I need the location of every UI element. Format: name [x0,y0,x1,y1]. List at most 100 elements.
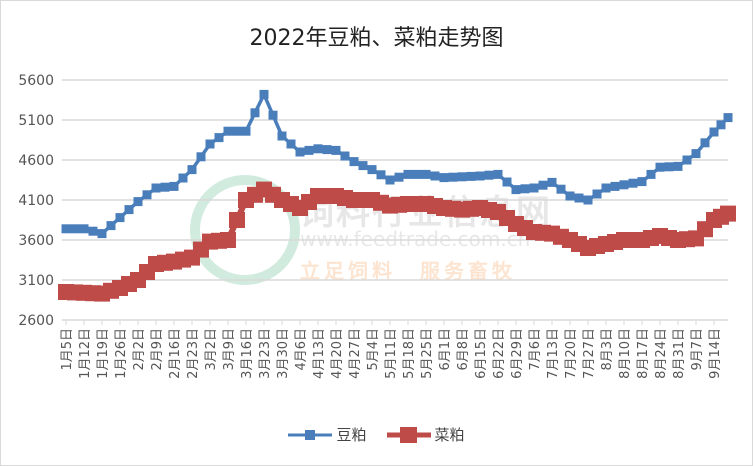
data-point-soymeal [565,191,575,201]
chart-title: 2022年豆粕、菜粕走势图 [249,26,504,51]
data-point-soymeal [628,178,638,188]
x-tick-label: 3月30日 [276,328,291,379]
data-point-soymeal [187,165,197,175]
x-tick-label: 7月20日 [564,328,579,379]
x-tick-label: 2月23日 [186,328,201,379]
legend-marker-soymeal [288,429,333,440]
data-point-soymeal [430,171,440,181]
data-point-soymeal [700,138,710,148]
data-point-soymeal [574,193,584,203]
data-point-soymeal [716,120,726,130]
x-tick-label: 4月20日 [330,328,345,379]
y-tick-label: 5600 [18,73,54,89]
data-point-soymeal [556,184,566,194]
x-tick-label: 7月13日 [546,328,561,379]
data-point-soymeal [115,213,125,223]
data-point-soymeal [502,177,512,187]
data-point-soymeal [322,145,332,155]
data-point-soymeal [664,162,674,172]
data-point-rapeseed-meal [720,205,736,222]
data-point-soymeal [124,205,134,215]
legend-label-soymeal: 豆粕 [336,426,367,444]
data-point-soymeal [439,173,449,183]
x-tick-label: 8月17日 [636,328,651,379]
y-tick-label: 4100 [18,193,54,209]
data-point-soymeal [493,169,503,179]
x-tick-label: 3月9日 [222,328,237,371]
x-tick-label: 5月18日 [402,328,417,379]
x-tick-label: 8月31日 [672,328,687,379]
data-point-soymeal [610,181,620,191]
data-point-soymeal [241,126,251,136]
x-tick-label: 7月27日 [582,328,597,379]
data-point-soymeal [277,131,287,141]
data-point-soymeal [723,113,733,123]
data-point-soymeal [340,151,350,161]
y-tick-label: 5100 [18,113,54,129]
data-point-soymeal [511,185,521,195]
x-tick-label: 2月16日 [168,328,183,379]
data-point-soymeal [421,169,431,179]
data-point-soymeal [178,173,188,183]
data-point-soymeal [232,126,242,136]
data-point-soymeal [547,177,557,187]
data-point-soymeal [205,139,215,149]
data-point-soymeal [592,189,602,199]
data-point-soymeal [133,197,143,207]
data-point-soymeal [655,162,665,172]
data-point-soymeal [259,89,269,99]
data-point-soymeal [448,172,458,182]
data-point-soymeal [520,184,530,194]
data-point-soymeal [196,152,206,162]
x-tick-label: 8月3日 [600,328,615,371]
y-tick-label: 3100 [18,273,54,289]
data-point-soymeal [538,180,548,190]
x-tick-label: 2月2日 [132,328,147,371]
data-point-soymeal [331,145,341,155]
legend-label-rapeseed-meal: 菜粕 [434,426,465,444]
data-point-soymeal [61,224,71,234]
legend-item-soymeal[interactable]: 豆粕 [288,424,367,445]
data-point-soymeal [313,144,323,154]
x-tick-label: 6月29日 [510,328,525,379]
x-tick-label: 4月6日 [294,328,309,371]
data-point-soymeal [223,126,233,136]
x-tick-label: 9月14日 [708,328,723,379]
x-tick-label: 3月2日 [204,328,219,371]
data-point-soymeal [169,181,179,191]
x-tick-label: 4月27日 [348,328,363,379]
legend: 豆粕 菜粕 [0,424,753,445]
x-tick-label: 4月13日 [312,328,327,379]
data-point-soymeal [682,155,692,165]
data-point-soymeal [475,171,485,181]
data-point-soymeal [142,190,152,200]
data-point-soymeal [304,145,314,155]
data-point-soymeal [466,171,476,181]
data-point-soymeal [79,224,89,234]
x-tick-label: 6月1日 [438,328,453,371]
legend-item-rapeseed-meal[interactable]: 菜粕 [386,424,465,445]
data-point-soymeal [403,169,413,179]
x-tick-label: 6月22日 [492,328,507,379]
x-tick-label: 7月6日 [528,328,543,371]
data-point-soymeal [619,180,629,190]
x-tick-label: 9月7日 [690,328,705,371]
data-point-soymeal [97,229,107,239]
data-point-soymeal [673,161,683,171]
data-point-soymeal [151,183,161,193]
data-point-soymeal [691,149,701,159]
x-tick-label: 8月24日 [654,328,669,379]
data-point-soymeal [367,165,377,175]
data-point-soymeal [106,221,116,231]
data-point-rapeseed-meal [220,232,236,248]
data-point-soymeal [457,172,467,182]
x-tick-label: 1月5日 [60,328,75,371]
x-tick-label: 1月19日 [96,328,111,379]
data-point-rapeseed-meal [229,212,245,228]
y-tick-label: 4600 [18,153,54,169]
data-point-soymeal [268,110,278,120]
data-point-soymeal [583,195,593,205]
data-point-soymeal [70,224,80,234]
data-point-soymeal [394,172,404,182]
data-point-soymeal [250,108,260,118]
